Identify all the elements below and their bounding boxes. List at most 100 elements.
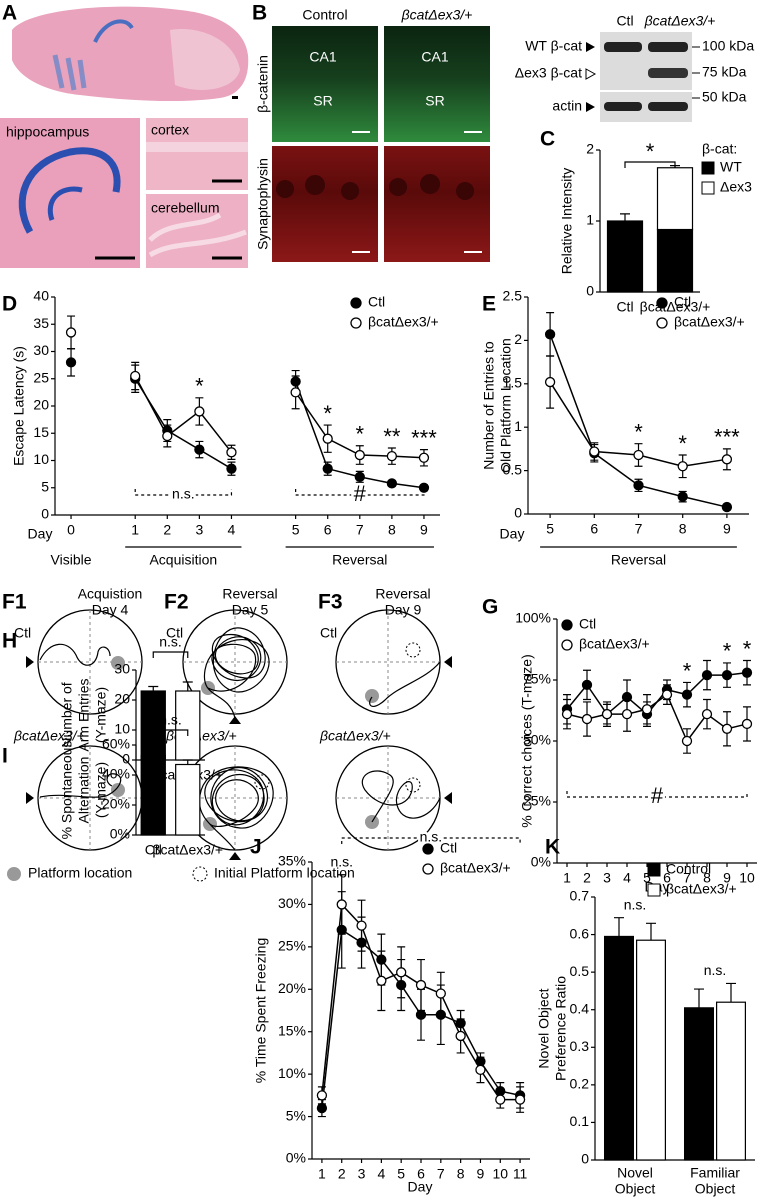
y-tick-label: 40%	[102, 766, 130, 782]
marker	[514, 1094, 526, 1105]
y-axis-label: % Time Spent Freezing	[253, 938, 269, 1084]
marker	[677, 461, 688, 472]
bracket	[134, 489, 233, 496]
marker	[226, 463, 237, 474]
x-axis-label: Day	[408, 1179, 433, 1195]
y-tick-label: 20	[33, 397, 49, 413]
bracket	[566, 791, 748, 798]
error-bar	[646, 922, 656, 941]
marker	[544, 376, 556, 388]
x-tick-label: Object	[695, 1181, 736, 1197]
legend-label: βcatΔex3/+	[674, 314, 745, 330]
legend-marker	[647, 863, 661, 877]
y-tick-label: 0.7	[570, 888, 590, 904]
y-axis-label: (Y-maze)	[93, 762, 109, 818]
significance-label: *	[678, 431, 687, 456]
panel-label: B	[252, 2, 267, 25]
y-tick-label: 0.2	[570, 1076, 590, 1092]
panel-label: F3	[318, 591, 343, 614]
panel-label: E	[482, 293, 496, 316]
y-axis-label: Arm Entries	[76, 678, 92, 751]
row-label: Synaptophysin	[255, 158, 271, 250]
marker-ticks	[692, 46, 700, 99]
bracket-label: #	[354, 481, 367, 506]
bracket	[624, 161, 676, 168]
bar	[603, 935, 634, 1161]
y-tick-label: 100%	[515, 610, 551, 626]
y-tick-label: 25%	[278, 938, 306, 954]
y-tick-label: 0	[514, 505, 522, 521]
bar	[175, 763, 201, 836]
x-tick-label: 7	[635, 521, 643, 537]
marker	[661, 689, 673, 700]
x-tick-label: 3	[603, 870, 611, 886]
significance-label: **	[383, 424, 401, 449]
legend-marker	[350, 317, 362, 329]
marker	[316, 1102, 328, 1114]
swim-path	[203, 627, 270, 719]
y-axis-label: Alternation	[76, 757, 92, 824]
row-label: Ctl	[320, 625, 337, 641]
band-arrow	[586, 42, 595, 52]
cortex-layer	[146, 142, 248, 152]
y-tick-label: 0%	[531, 854, 551, 870]
marker	[601, 709, 613, 720]
cerebellum-region	[170, 29, 240, 90]
y-tick-label: 25%	[523, 793, 551, 809]
group-label: Visible	[51, 552, 92, 568]
marker	[356, 920, 367, 931]
x-tick-label: 9	[477, 1166, 485, 1182]
legend-label: βcatΔex3/+	[666, 881, 737, 897]
y-tick-label: 50%	[523, 732, 551, 748]
column-label: βcatΔex3/+	[401, 7, 473, 23]
legend-marker	[701, 181, 715, 195]
y-axis-label: % Correct choices (T-maze)	[519, 654, 535, 827]
legend-label: Ctl	[368, 294, 385, 310]
legend-label: βcatΔex3/+	[368, 314, 439, 330]
y-tick-label: 25	[33, 369, 49, 385]
marker	[130, 370, 141, 382]
swim-path	[369, 661, 441, 708]
error-bar	[182, 759, 193, 765]
x-tick-label: βcatΔex3/+	[152, 842, 223, 858]
synaptophysin-image	[272, 146, 378, 262]
marker	[316, 1090, 328, 1101]
significance-label: ***	[411, 425, 437, 450]
x-tick-label: 6	[590, 521, 598, 537]
legend-marker	[647, 883, 661, 897]
x-tick-label: 3	[358, 1166, 366, 1182]
marker	[681, 735, 693, 747]
marker	[641, 704, 653, 715]
x-tick-label: 5	[397, 1166, 405, 1182]
x-axis-label: Day	[28, 526, 53, 542]
legend-marker	[422, 843, 434, 855]
x-tick-label: 10	[739, 870, 755, 886]
y-axis-label: (Y-maze)	[93, 687, 109, 743]
x-tick-label: 7	[437, 1166, 445, 1182]
y-axis-label: Relative Intensity	[559, 168, 575, 275]
x-tick-label: 11	[513, 1166, 528, 1182]
y-tick-label: 2	[514, 331, 522, 347]
error-bar	[614, 917, 624, 937]
initial-platforms	[254, 642, 421, 793]
subpanel-title: Day 4	[92, 602, 129, 618]
swim-path	[198, 766, 274, 851]
legend-label: Ctl	[674, 294, 691, 310]
band-arrow	[585, 68, 597, 80]
y-tick-label: 10	[114, 721, 130, 737]
marker	[415, 979, 427, 991]
y-tick-label: 20%	[102, 796, 130, 812]
y-tick-label: 2	[586, 141, 594, 157]
significance-label: *	[683, 658, 692, 683]
y-tick-label: 35	[33, 315, 49, 331]
lane-label: βcatΔex3/+	[644, 13, 716, 29]
y-tick-label: 60%	[102, 736, 130, 752]
legend-label: βcatΔex3/+	[440, 860, 511, 876]
x-tick-label: Ctl	[145, 842, 162, 858]
legend-marker	[422, 863, 434, 875]
y-axis-label: Escape Latency (s)	[11, 346, 27, 466]
panel-label: I	[2, 745, 8, 768]
panel-label: J	[250, 836, 262, 859]
y-tick-label: 1	[586, 212, 594, 228]
panel-label: H	[2, 630, 17, 653]
